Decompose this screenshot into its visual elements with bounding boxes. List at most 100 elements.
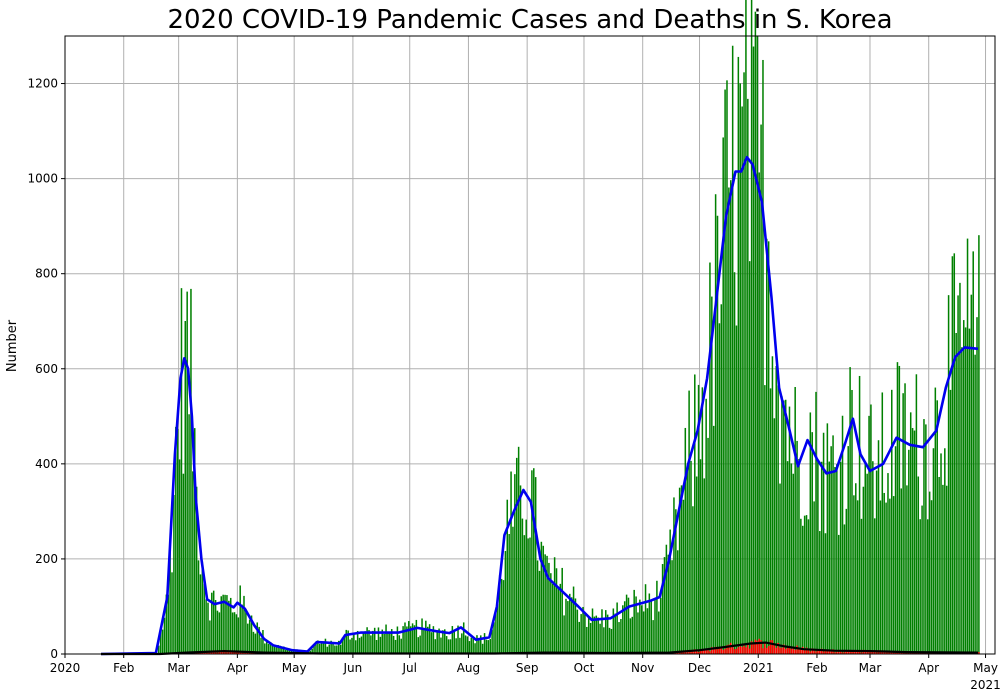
cases-bar [396,626,399,654]
y-axis-label: Number [5,319,20,372]
deaths-bar [248,652,251,654]
cases-bar [737,56,740,654]
deaths-bar [841,652,844,654]
y-tick-label: 0 [50,647,58,661]
plot-frame [64,35,996,655]
deaths-bar [218,651,221,654]
cases-bar [447,639,450,654]
cases-bar [389,631,391,654]
deaths-bar [826,651,829,654]
cases-bar [375,640,378,654]
cases-bar [411,623,414,654]
deaths-bar [809,651,812,654]
cases-bar [773,418,776,654]
deaths-bar [690,650,692,654]
deaths-bar [771,640,774,654]
cases-bar [726,80,728,654]
cases-bar [656,580,658,654]
cases-bar [563,615,565,654]
cases-bar [678,487,681,654]
deaths-bar [811,648,813,654]
deaths-bar [722,649,724,654]
cases-bar [271,645,274,654]
cases-bar [163,617,166,654]
deaths-bar [873,651,876,654]
cases-bar [474,643,476,654]
x-tick-label: Nov [631,661,654,675]
cases-bar [265,641,268,654]
deaths-bar [216,652,219,654]
cases-bar [453,631,455,654]
cases-bar [279,645,281,654]
cases-bar [779,483,781,654]
cases-bar [868,415,870,654]
cases-bar [159,631,162,654]
cases-bar [220,596,223,654]
cases-bar [957,295,959,654]
cases-bar [409,626,412,654]
deaths-bar [699,649,702,654]
cases-bar [815,391,817,654]
cases-bar [735,325,738,654]
deaths-bar [801,646,804,654]
cases-bar [612,608,615,654]
cases-bar [875,470,878,654]
deaths-bar [822,651,825,654]
cases-bar [796,440,798,654]
cases-bar [534,477,537,654]
cases-bar [811,432,813,654]
cases-bar [894,446,897,654]
deaths-bar [760,640,762,654]
cases-bar [330,640,332,654]
x-tick-label: 2021 [743,661,774,675]
cases-bar [720,304,723,654]
deaths-bar [894,652,897,654]
deaths-bar [784,648,787,654]
cases-bar [228,600,230,654]
cases-bar [436,632,438,654]
cases-bar [192,471,194,654]
cases-bar [343,635,346,654]
cases-bar [209,620,211,654]
deaths-bar [692,650,694,654]
deaths-bar [978,652,980,654]
cases-bar [593,616,596,654]
cases-bar [784,399,787,654]
deaths-bar [714,646,717,654]
cases-bar [212,590,215,654]
cases-bar [711,296,713,654]
cases-bar [290,649,293,654]
cases-bar [959,282,961,654]
cases-bar [508,534,510,654]
cases-bar [748,261,751,654]
deaths-bar [741,646,743,654]
deaths-bar [769,640,772,654]
deaths-bar [781,647,783,654]
deaths-bar [803,650,806,654]
cases-bar [688,390,690,654]
deaths-bar [207,651,209,654]
cases-bar [353,633,355,654]
cases-bar [813,501,815,654]
cases-bar [686,468,688,654]
deaths-bar [915,652,918,654]
deaths-bar [817,649,819,654]
cases-bar [930,500,933,654]
deaths-bar [900,652,902,654]
cases-bar [682,499,685,654]
cases-bar [675,509,677,654]
cases-bar [839,461,842,654]
cases-bar [500,578,503,654]
cases-bar [574,598,577,654]
cases-bar [561,567,563,654]
cases-bar [485,639,488,654]
cases-bar [180,288,183,654]
cases-bar [515,457,518,654]
cases-bar [165,594,168,654]
cases-bar [860,518,863,654]
deaths-bar [705,650,707,654]
cases-bar [525,519,527,654]
cases-bar [252,631,255,654]
cases-bar [635,596,637,654]
x-tick-label: 2020 [50,661,81,675]
